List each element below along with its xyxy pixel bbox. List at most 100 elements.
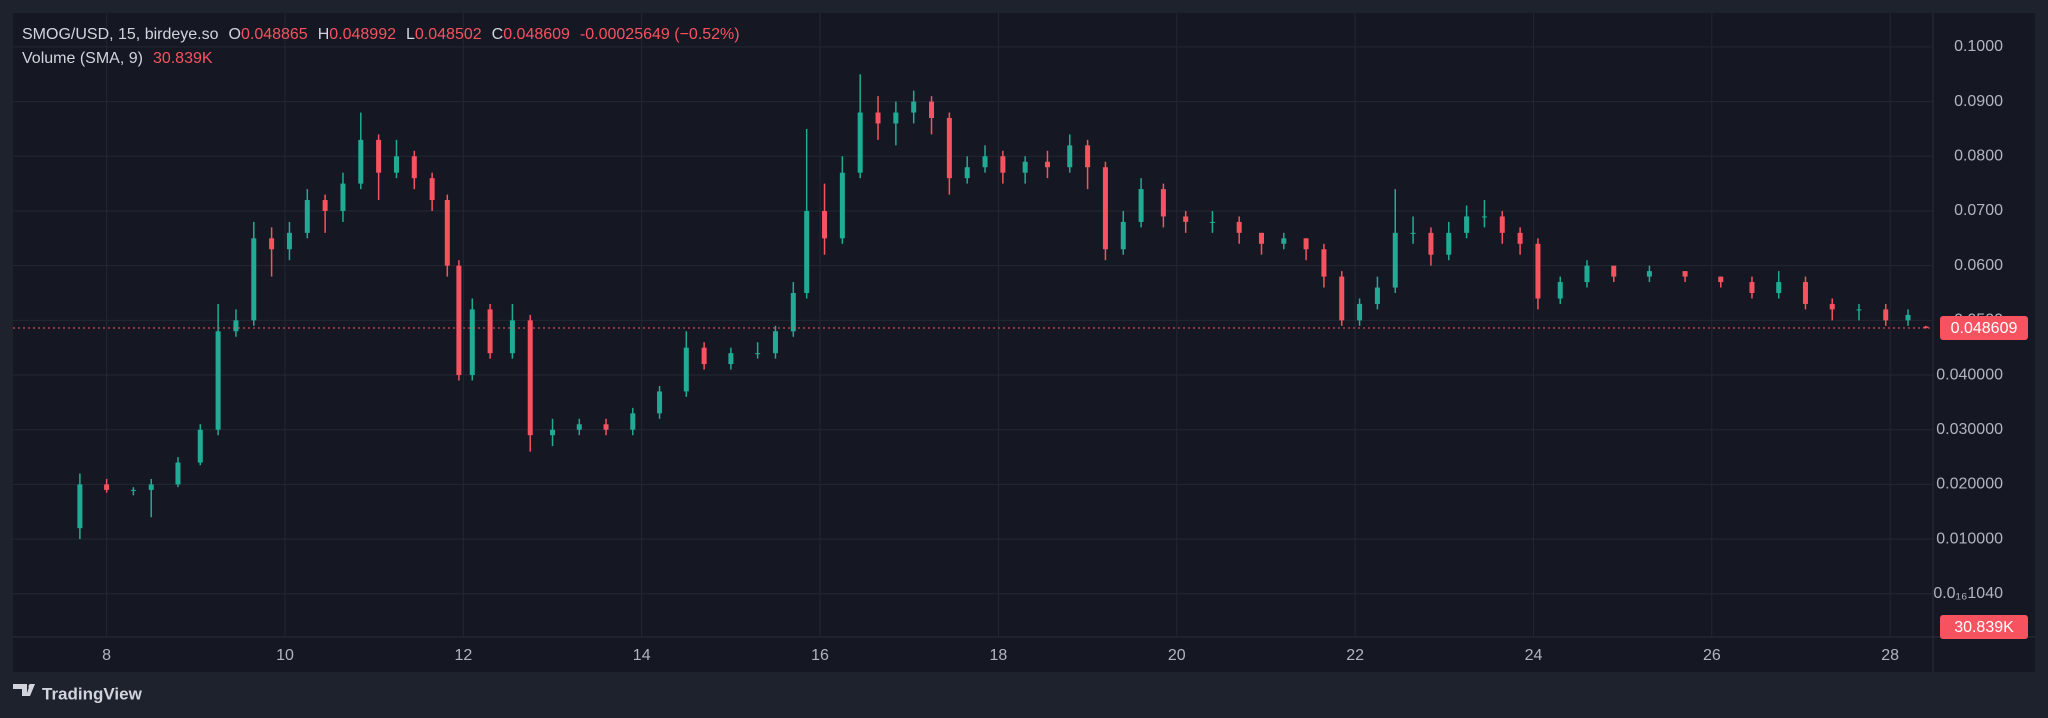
x-tick-label: 28 — [1881, 647, 1899, 664]
y-tick-label: 0.0900 — [1954, 93, 2003, 110]
candle-body — [550, 429, 556, 436]
x-tick-label: 14 — [633, 647, 651, 664]
x-tick-label: 24 — [1525, 647, 1543, 664]
candle-body — [1258, 232, 1264, 244]
symbol: SMOG/USD, 15, birdeye.so — [22, 26, 219, 43]
x-tick-label: 26 — [1703, 647, 1721, 664]
candle-body — [893, 112, 899, 124]
candle-body — [393, 156, 399, 173]
candle-body — [77, 484, 83, 529]
candle-body — [1120, 221, 1126, 250]
candle-body — [509, 320, 515, 354]
y-tick-label: 0.030000 — [1936, 421, 2003, 438]
candle-body — [1428, 232, 1434, 255]
candle-body — [728, 353, 734, 365]
candle-body — [1718, 276, 1724, 283]
candle-body — [804, 210, 810, 294]
candle-body — [1085, 145, 1091, 168]
candle-body — [1138, 189, 1144, 222]
y-tick-label: 0.0700 — [1954, 202, 2003, 219]
candle-body — [269, 238, 275, 250]
candle-body — [1557, 282, 1563, 299]
candle-body — [1481, 216, 1487, 218]
volume-tag — [1940, 615, 2028, 639]
ohlc-letter: O — [229, 26, 241, 43]
volume-legend: Volume (SMA, 9) 30.839K — [22, 50, 213, 67]
y-tick-label: 0.0800 — [1954, 148, 2003, 165]
candle-body — [657, 391, 663, 414]
candle-body — [1183, 216, 1189, 222]
candle-body — [1044, 161, 1050, 168]
ohlc-value: 0.048992 — [329, 26, 396, 43]
candle-body — [1209, 221, 1215, 223]
price-tag-label: 0.048609 — [1951, 320, 2018, 337]
axes: 0.10000.09000.08000.07000.06000.05000.04… — [13, 38, 2028, 664]
candle-body — [215, 331, 221, 430]
candle-body — [929, 101, 935, 119]
candle-body — [1339, 276, 1345, 321]
candle-body — [444, 200, 450, 266]
y-tick-label: 0.1000 — [1954, 38, 2003, 55]
candle-body — [130, 489, 136, 491]
x-tick-label: 8 — [102, 647, 111, 664]
candle-body — [1802, 282, 1808, 304]
candle-body — [175, 462, 181, 485]
candle-body — [1682, 271, 1688, 277]
candle-body — [630, 413, 636, 430]
volume-tag-label: 30.839K — [1954, 619, 2014, 636]
candle-body — [148, 484, 154, 490]
change: -0.00025649 (−0.52%) — [580, 26, 740, 43]
ohlc-value: 0.048865 — [241, 26, 308, 43]
candle-body — [822, 210, 828, 239]
candle-body — [1000, 156, 1006, 173]
candle-body — [1357, 303, 1363, 321]
candle-body — [1303, 238, 1309, 250]
candle-body — [1829, 303, 1835, 310]
candle-body — [1499, 216, 1505, 233]
candle-body — [946, 118, 952, 179]
candle-body — [1236, 221, 1242, 233]
candle-body — [1749, 282, 1755, 294]
candle-body — [304, 200, 310, 233]
candle-body — [772, 331, 778, 354]
candle-body — [576, 424, 582, 430]
y-tick-label: 0.010000 — [1936, 530, 2003, 547]
candle-body — [701, 347, 707, 365]
candle-body — [1856, 309, 1862, 311]
footer: TradingView — [42, 684, 143, 703]
candle-body — [603, 424, 609, 430]
logo-dot — [28, 683, 34, 690]
candle-body — [286, 232, 292, 250]
x-tick-label: 10 — [276, 647, 294, 664]
y-tick-label: 0.020000 — [1936, 476, 2003, 493]
ohlc-letter: H — [318, 26, 330, 43]
candle-body — [104, 484, 110, 490]
price-tag — [1940, 315, 2028, 340]
candle-body — [358, 139, 364, 184]
candle-body — [1517, 232, 1523, 244]
x-tick-label: 22 — [1346, 647, 1364, 664]
candle-body — [1923, 326, 1929, 328]
candle-body — [755, 353, 761, 355]
ohlc-value: 0.048609 — [503, 26, 570, 43]
candle-body — [1102, 167, 1108, 250]
ohlc-value: 0.048502 — [415, 26, 482, 43]
candle-body — [1646, 271, 1652, 277]
candle-body — [1067, 145, 1073, 168]
legend: SMOG/USD, 15, birdeye.so O0.048865 H0.0489… — [22, 26, 740, 43]
candle-body — [411, 156, 417, 179]
x-tick-label: 12 — [454, 647, 472, 664]
candle-body — [340, 183, 346, 211]
candle-body — [1584, 265, 1590, 283]
candle-body — [469, 309, 475, 376]
ohlc-letter: L — [406, 26, 415, 43]
candle-body — [527, 320, 533, 436]
x-tick-label: 20 — [1168, 647, 1186, 664]
candle-body — [1446, 232, 1452, 255]
candle-body — [1905, 314, 1911, 321]
candle-body — [982, 156, 988, 168]
candle-body — [1392, 232, 1398, 288]
candle-body — [1374, 287, 1380, 304]
candle-body — [429, 178, 435, 201]
